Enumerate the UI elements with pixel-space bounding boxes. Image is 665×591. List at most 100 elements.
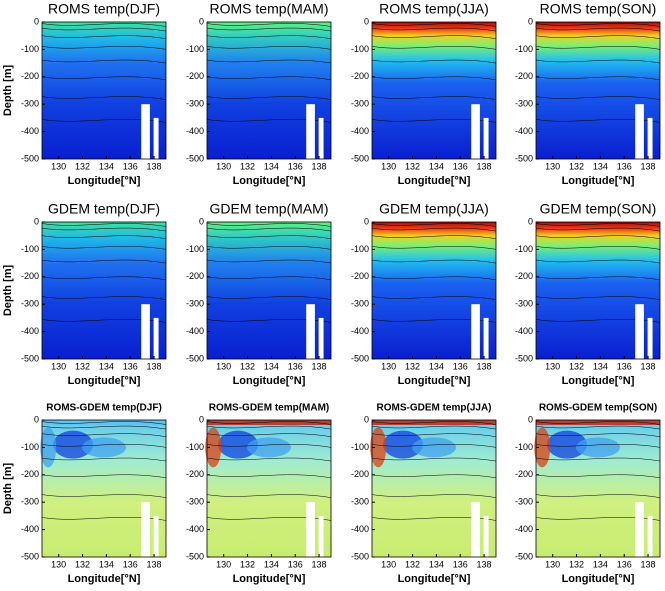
x-axis-label: Longitude[°N]: [562, 573, 635, 585]
contour: [41, 223, 167, 227]
x-tick-label: 136: [123, 161, 138, 171]
contour: [371, 259, 497, 264]
x-tick-label: 136: [453, 559, 468, 569]
contour: [206, 119, 332, 123]
y-axis-label: Depth [m]: [2, 65, 14, 117]
anomaly: [547, 430, 587, 459]
contour: [371, 223, 497, 227]
contour: [41, 227, 167, 232]
contour: [535, 444, 661, 448]
mask: [647, 117, 653, 159]
contour: [206, 76, 332, 81]
y-tick-label: 0: [199, 16, 204, 26]
contour: [371, 59, 497, 64]
contour: [535, 96, 661, 100]
x-tick-label: 130: [51, 161, 66, 171]
x-tick-label: 134: [593, 361, 608, 371]
contour: [206, 46, 332, 50]
x-tick-label: 132: [240, 161, 255, 171]
x-tick-label: 130: [545, 161, 560, 171]
contour: [371, 319, 497, 323]
contour: [371, 474, 497, 479]
panel-title: ROMS-GDEM temp(DJF): [46, 403, 162, 414]
y-tick-label: -200: [515, 71, 533, 81]
y-tick-label: 0: [528, 216, 533, 226]
contour: [206, 421, 332, 425]
y-tick-label: -100: [21, 442, 39, 452]
y-tick-label: 0: [528, 414, 533, 424]
y-tick-label: -100: [351, 442, 369, 452]
anomaly: [576, 437, 620, 458]
x-tick-label: 136: [617, 559, 632, 569]
x-tick-label: 136: [288, 161, 303, 171]
contour: [41, 96, 167, 100]
contour: [371, 444, 497, 448]
y-tick-label: -100: [186, 442, 204, 452]
y-axis-label: Depth [m]: [2, 265, 14, 317]
contour: [41, 433, 167, 437]
contour: [535, 46, 661, 50]
x-axis-label: Longitude[°N]: [562, 175, 635, 187]
y-tick-label: -200: [186, 271, 204, 281]
y-tick-label: -200: [21, 71, 39, 81]
y-tick-label: -500: [21, 551, 39, 561]
contour: [41, 444, 167, 448]
contour: [535, 517, 661, 521]
contour: [371, 296, 497, 300]
y-tick-label: -200: [21, 469, 39, 479]
x-tick-label: 130: [51, 361, 66, 371]
contour: [371, 76, 497, 81]
x-tick-label: 132: [240, 361, 255, 371]
anomaly: [534, 427, 551, 468]
x-tick-label: 136: [453, 361, 468, 371]
contour: [371, 46, 497, 50]
x-tick-label: 136: [123, 361, 138, 371]
y-tick-label: -100: [515, 442, 533, 452]
y-tick-label: -300: [515, 99, 533, 109]
x-tick-label: 136: [453, 161, 468, 171]
panel-title: GDEM temp(SON): [540, 201, 657, 217]
mask: [153, 117, 159, 159]
x-tick-label: 130: [545, 559, 560, 569]
contour: [41, 35, 167, 39]
y-tick-label: 0: [199, 216, 204, 226]
y-tick-label: -500: [186, 153, 204, 163]
anomaly: [218, 430, 258, 459]
x-tick-label: 138: [312, 161, 327, 171]
x-tick-label: 132: [75, 161, 90, 171]
anomaly: [370, 427, 387, 468]
x-tick-label: 130: [216, 361, 231, 371]
contour: [535, 457, 661, 462]
y-tick-label: -400: [21, 126, 39, 136]
contour: [371, 494, 497, 498]
contour: [371, 96, 497, 100]
contour: [206, 59, 332, 64]
contour: [206, 246, 332, 250]
x-axis-label: Longitude[°N]: [68, 175, 141, 187]
x-axis-label: Longitude[°N]: [68, 573, 141, 585]
mask: [635, 104, 644, 159]
mask: [318, 515, 324, 557]
y-tick-label: -400: [515, 524, 533, 534]
y-tick-label: -400: [351, 524, 369, 534]
contour: [41, 457, 167, 462]
x-tick-label: 132: [240, 559, 255, 569]
contour: [535, 227, 661, 232]
mask: [635, 304, 644, 359]
x-axis-label: Longitude[°N]: [233, 175, 306, 187]
plot-frame: [41, 21, 167, 160]
contour: [41, 425, 167, 430]
x-tick-label: 130: [216, 559, 231, 569]
y-tick-label: -100: [351, 244, 369, 254]
surface-band: [536, 420, 660, 425]
contour: [371, 246, 497, 250]
x-tick-label: 138: [147, 361, 162, 371]
y-tick-label: 0: [364, 414, 369, 424]
x-tick-label: 134: [99, 361, 114, 371]
x-axis-label: Longitude[°N]: [398, 573, 471, 585]
plot-frame: [535, 419, 661, 558]
panel-title: ROMS temp(JJA): [379, 1, 489, 17]
mask: [483, 317, 489, 359]
y-tick-label: -400: [515, 126, 533, 136]
contour: [535, 235, 661, 239]
